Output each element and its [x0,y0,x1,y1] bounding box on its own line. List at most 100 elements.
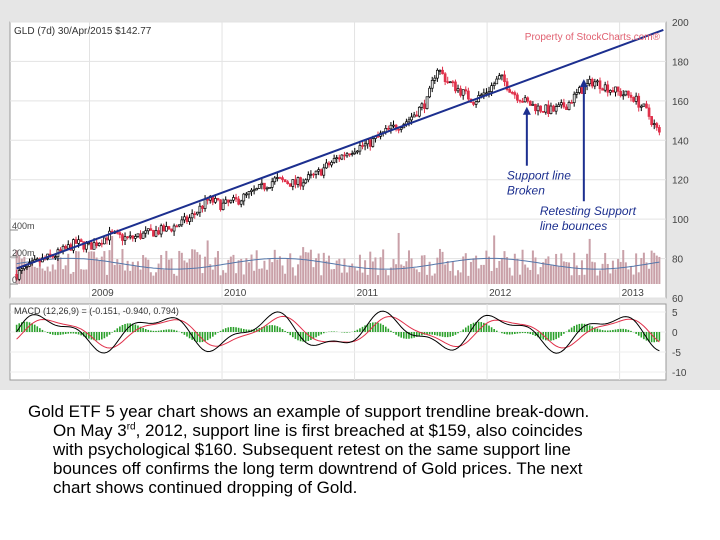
annotation-text: Support line [507,169,571,183]
candle-body [652,123,656,125]
macd-histogram-bar [483,322,485,332]
macd-histogram-bar [495,330,498,332]
volume-bar [80,269,83,284]
macd-histogram-bar [219,330,222,332]
macd-histogram-bar [433,332,436,336]
volume-bar [245,258,248,284]
macd-histogram-bar [106,332,108,337]
volume-bar [395,264,398,284]
macd-histogram-bar [655,332,658,342]
macd-histogram-bar [245,329,248,332]
candle-body [237,198,240,205]
macd-histogram-bar [255,328,258,332]
watermark: Property of StockCharts.com® [525,32,661,43]
volume-bar [317,253,320,284]
volume-bar [343,258,346,284]
macd-histogram-bar [601,330,604,332]
volume-bar [118,264,121,284]
y-tick-label: 120 [672,176,689,187]
macd-histogram-bar [544,332,547,341]
candle-body [544,104,548,113]
candle-body [523,97,527,103]
candle-body [325,162,328,169]
macd-histogram-bar [526,332,529,334]
candle-body [136,233,140,237]
volume-bar [438,248,441,284]
candle-body [221,202,225,210]
macd-histogram-bar [330,331,333,332]
candle-body [621,94,625,97]
macd-histogram-bar [204,332,206,342]
macd-histogram-bar [452,332,454,336]
macd-histogram-bar [289,332,292,336]
macd-histogram-bar [333,331,335,332]
candle-body [64,245,68,249]
macd-histogram-bar [206,332,209,341]
macd-tick-label: -5 [672,348,681,359]
volume-bar [405,261,408,284]
macd-histogram-bar [129,323,132,332]
candle-body [203,198,207,209]
candle-body [224,199,228,204]
candle-body [456,88,460,92]
candle-body [593,81,597,87]
candle-body [185,216,189,222]
macd-histogram-bar [537,332,539,338]
volume-bar [353,267,356,284]
macd-histogram-bar [116,328,119,332]
macd-histogram-bar [431,332,434,335]
volume-bar [335,260,338,284]
volume-bar [229,256,232,284]
volume-bar [131,261,134,284]
x-tick-label: 2009 [92,288,115,299]
candle-body [319,169,323,176]
volume-bar [637,272,640,284]
candle-body [399,127,403,130]
macd-histogram-bar [315,332,317,338]
candle-body [482,92,486,96]
macd-histogram-bar [557,332,560,338]
macd-histogram-bar [428,332,431,335]
volume-bar [322,252,325,284]
macd-histogram-bar [454,332,457,335]
candle-body [198,205,202,213]
volume-bar [266,269,269,284]
candle-body [415,114,419,117]
candle-body [536,105,540,112]
volume-bar [263,260,266,284]
candle-body [541,110,545,113]
macd-histogram-bar [637,332,640,336]
macd-tick-label: 0 [672,328,678,339]
macd-histogram-bar [467,325,470,332]
volume-bar [82,269,85,284]
volume-bar [116,259,119,284]
macd-histogram-bar [604,330,606,332]
volume-bar [441,251,444,284]
candle-body [467,90,470,100]
macd-histogram-bar [312,332,315,339]
volume-bar [108,250,111,284]
macd-histogram-bar [217,332,219,333]
macd-histogram-bar [307,332,310,341]
volume-bar [165,250,168,284]
volume-bar [15,249,18,284]
macd-histogram-bar [550,332,552,341]
x-tick-label: 2010 [224,288,247,299]
volume-bar [482,264,485,284]
macd-histogram-bar [49,332,51,335]
macd-histogram-bar [39,328,41,332]
macd-histogram-bar [477,321,480,332]
volume-bar [436,257,439,284]
macd-histogram-bar [124,323,126,332]
macd-histogram-bar [281,329,284,332]
volume-bar [206,240,209,284]
candle-body [562,102,566,108]
macd-histogram-bar [28,322,31,332]
y-tick-label: 140 [672,136,689,147]
macd-histogram-bar [103,332,106,339]
volume-bar [629,266,632,284]
macd-histogram-bar [90,332,93,340]
candle-body [291,179,295,187]
candle-body [397,128,401,131]
candle-body [167,226,171,230]
